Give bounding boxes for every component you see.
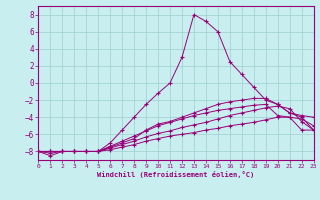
X-axis label: Windchill (Refroidissement éolien,°C): Windchill (Refroidissement éolien,°C): [97, 171, 255, 178]
